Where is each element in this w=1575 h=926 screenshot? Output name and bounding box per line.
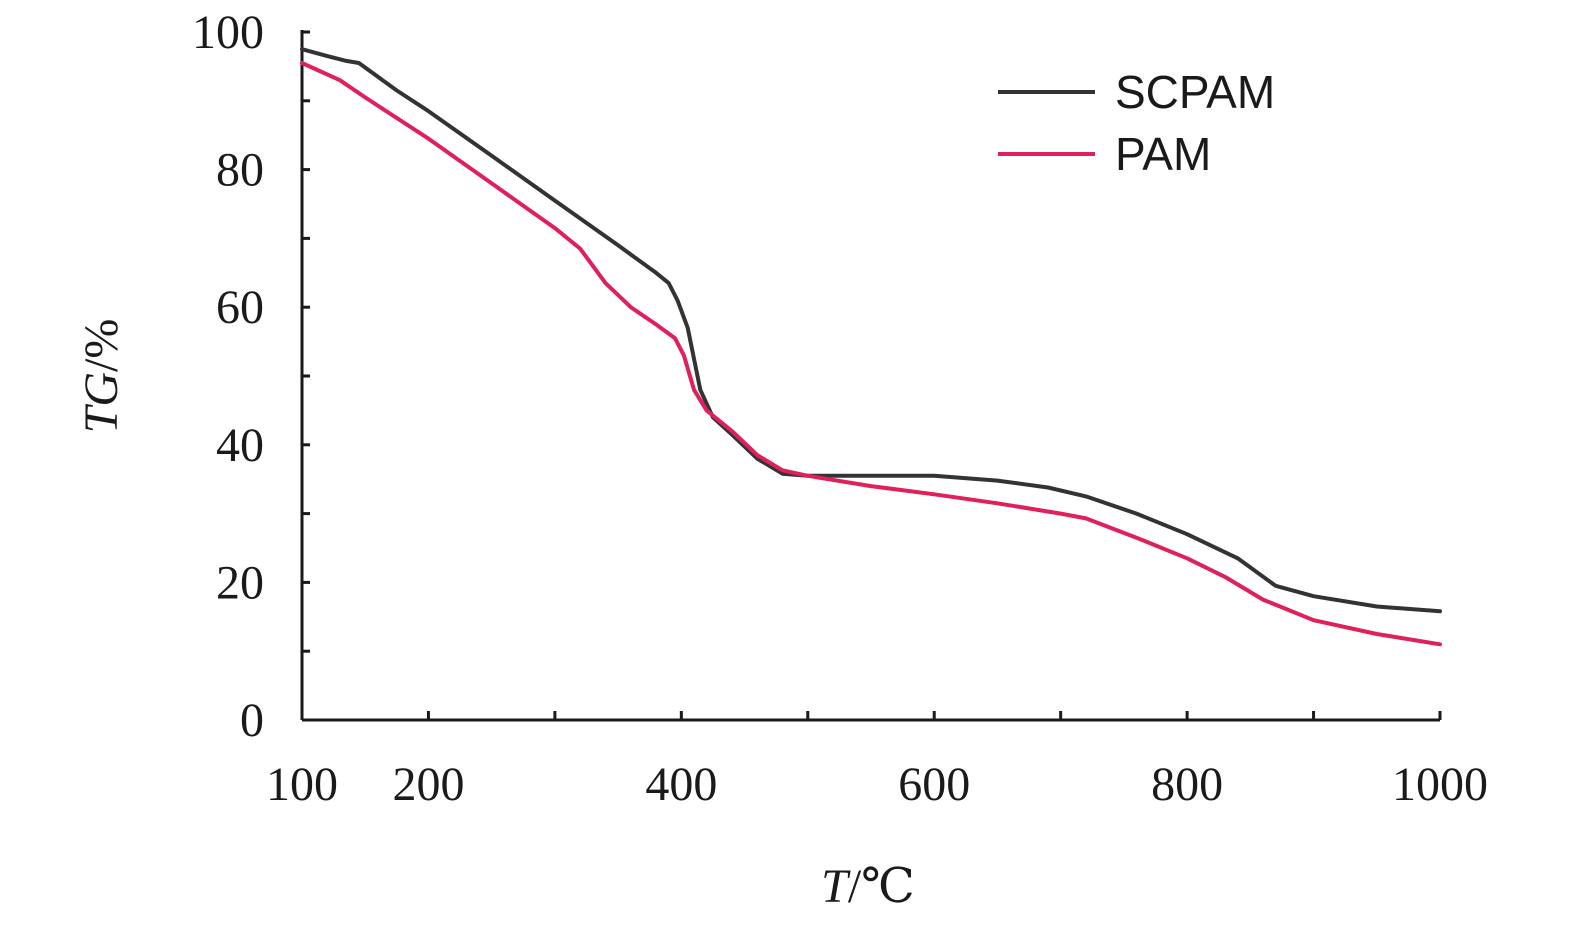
axes bbox=[300, 30, 1440, 722]
x-tick-label: 400 bbox=[645, 758, 717, 811]
x-tick-label: 1000 bbox=[1392, 758, 1488, 811]
series-line-scpam bbox=[300, 47, 1442, 614]
y-axis-title: TG/% bbox=[75, 319, 128, 434]
ticks bbox=[302, 30, 1442, 720]
x-axis-title-var: T bbox=[821, 860, 851, 913]
series-group bbox=[300, 47, 1442, 647]
x-axis-title: T/℃ bbox=[821, 860, 915, 913]
series-line-pam bbox=[300, 61, 1442, 647]
y-axis-title-var: TG bbox=[75, 372, 128, 433]
y-tick-label: 40 bbox=[216, 419, 264, 472]
tick-labels: 0 20 40 60 80 100 100 200 400 600 800 1000 bbox=[192, 6, 1488, 811]
y-tick-label: 20 bbox=[216, 556, 264, 609]
y-axis-title-unit: /% bbox=[75, 319, 128, 372]
x-tick-label: 100 bbox=[266, 758, 338, 811]
y-tick-label: 80 bbox=[216, 144, 264, 197]
legend-label-pam: PAM bbox=[1115, 128, 1211, 180]
y-tick-label: 0 bbox=[240, 694, 264, 747]
x-axis-title-unit: /℃ bbox=[848, 860, 915, 913]
legend: SCPAM PAM bbox=[998, 66, 1275, 180]
legend-label-scpam: SCPAM bbox=[1115, 66, 1275, 118]
x-tick-label: 200 bbox=[392, 758, 464, 811]
y-tick-label: 60 bbox=[216, 281, 264, 334]
y-tick-label: 100 bbox=[192, 6, 264, 59]
x-tick-label: 600 bbox=[898, 758, 970, 811]
x-tick-label: 800 bbox=[1151, 758, 1223, 811]
